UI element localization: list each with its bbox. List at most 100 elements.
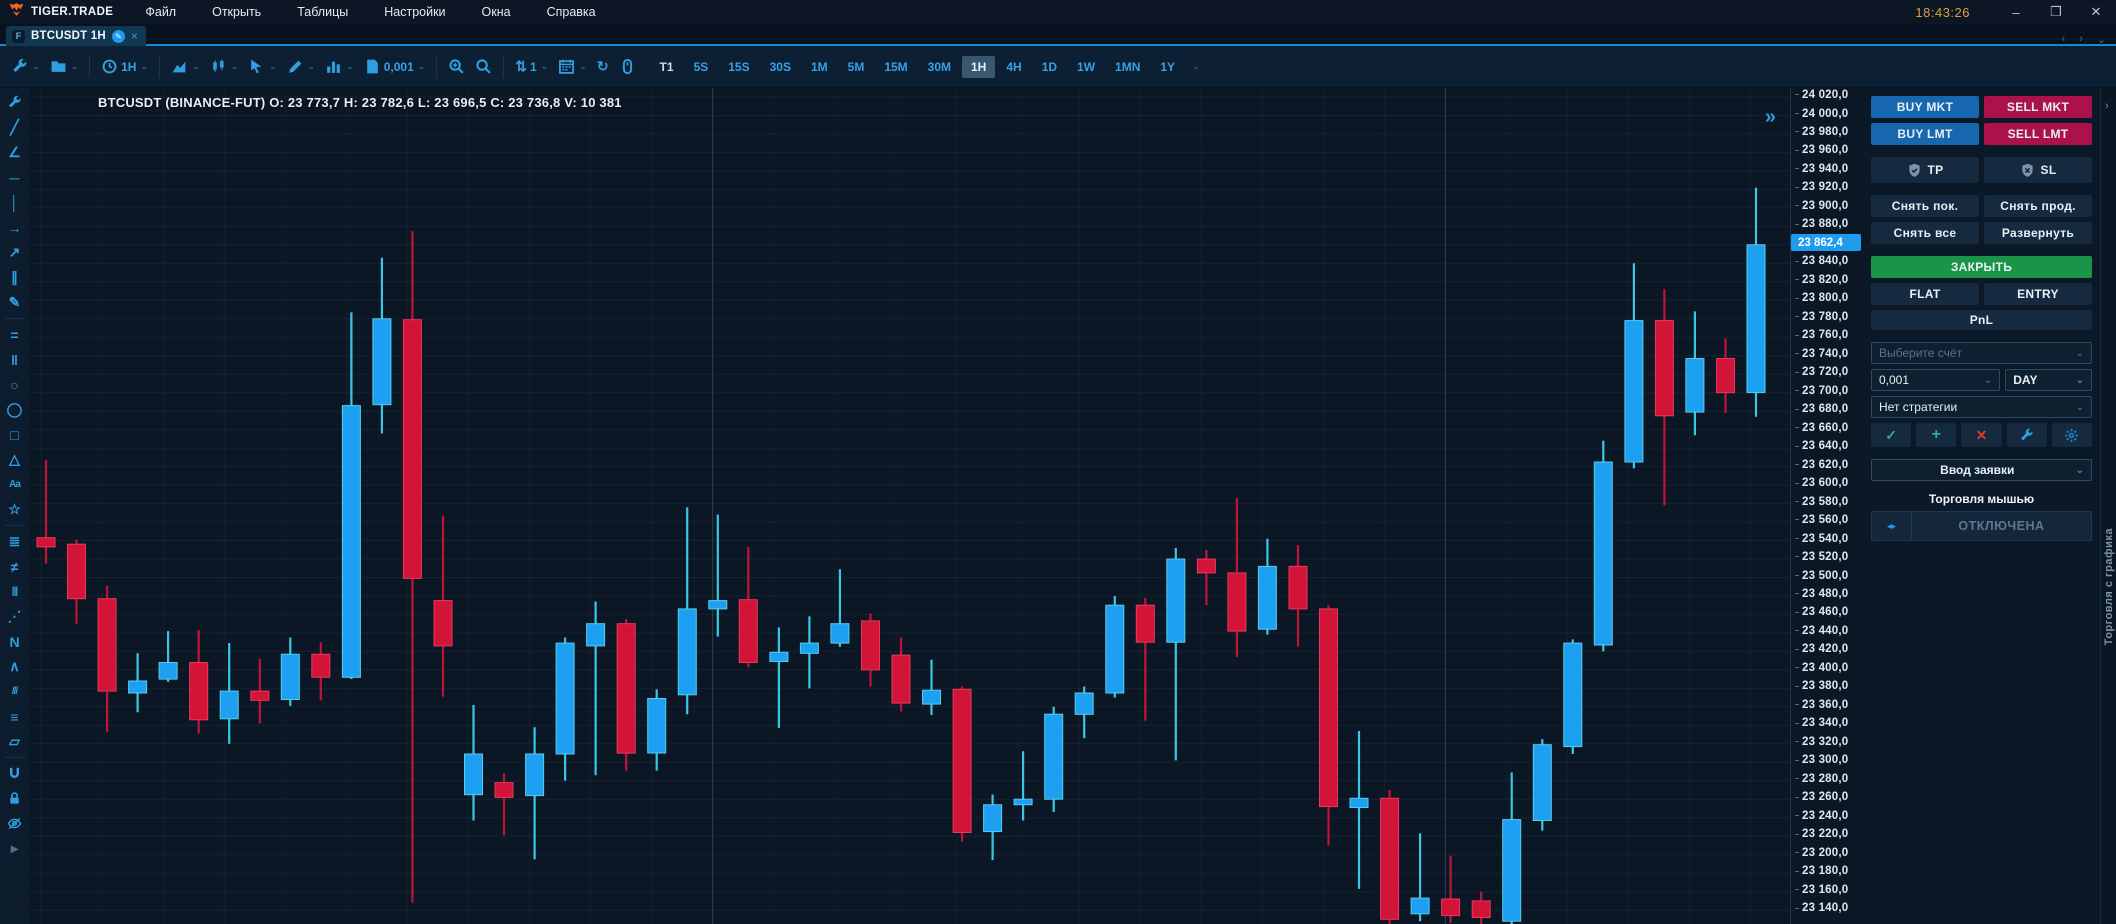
sl-button[interactable]: SL (1984, 157, 2092, 183)
rectangle-tool-icon[interactable]: □ (10, 426, 19, 443)
edit-tab-icon[interactable]: ✎ (111, 29, 125, 43)
interval-clock-button[interactable]: 1H ⌄ (96, 54, 153, 79)
panel-settings-button[interactable] (2051, 423, 2093, 447)
fib-retracement-icon[interactable]: ≣ (8, 533, 21, 549)
circle-tool-icon[interactable]: ○ (10, 376, 19, 393)
chart-style-button[interactable]: ⌄ (205, 54, 244, 79)
flat-button[interactable]: FLAT (1871, 283, 1979, 305)
tab-btcusdt-1h[interactable]: F BTCUSDT 1H ✎ × (6, 26, 146, 46)
wrench-button[interactable]: ⌄ (6, 54, 45, 79)
timeframe-1m[interactable]: 1M (810, 59, 828, 74)
tab-scroll-right-icon[interactable]: › (2079, 33, 2083, 45)
buy-lmt-button[interactable]: BUY LMT (1871, 123, 1979, 145)
delete-strategy-button[interactable]: ✕ (1961, 423, 2002, 447)
chart-area[interactable]: BTCUSDT (BINANCE-FUT) O: 23 773,7 H: 23 … (30, 88, 1790, 924)
timeframe-5m[interactable]: 5M (847, 59, 865, 74)
timeframe-1h[interactable]: 1H (962, 55, 996, 78)
cancel-sell-orders-button[interactable]: Снять прод. (1984, 195, 2092, 217)
cursor-button[interactable]: ⌄ (243, 54, 282, 79)
tick-size-button[interactable]: 0,001 ⌄ (359, 54, 431, 79)
buy-mkt-button[interactable]: BUY MKT (1871, 96, 1979, 118)
candlestick-chart[interactable] (30, 88, 1790, 924)
ruler-icon[interactable]: ▱ (9, 733, 20, 749)
reverse-position-button[interactable]: Развернуть (1984, 222, 2092, 244)
angle-tool-icon[interactable]: ∠ (8, 144, 21, 160)
tab-scroll-left-icon[interactable]: ‹ (2061, 33, 2066, 45)
timeframe-5s[interactable]: 5S (693, 59, 709, 74)
refresh-button[interactable]: ↻ (592, 54, 614, 79)
ellipse-tool-icon[interactable]: ◯ (6, 401, 23, 417)
account-select[interactable]: Выберите счёт ⌄ (1871, 342, 2092, 364)
draw-pencil-button[interactable]: ⌄ (282, 54, 321, 79)
pnl-button[interactable]: PnL (1871, 310, 2092, 330)
area-chart-button[interactable]: ⌄ (166, 54, 205, 79)
star-tool-icon[interactable]: ☆ (8, 501, 21, 517)
collapse-panel-icon[interactable]: » (1764, 106, 1776, 128)
tp-button[interactable]: TP (1871, 157, 1979, 183)
tif-select[interactable]: DAY ⌄ (2005, 369, 2092, 391)
timeframe-30s[interactable]: 30S (769, 59, 791, 74)
timeframe-1d[interactable]: 1D (1041, 59, 1058, 74)
zigzag-icon[interactable]: N (9, 633, 20, 650)
triangle-tool-icon[interactable]: △ (9, 451, 20, 467)
tab-list-icon[interactable]: ⌄ (2096, 34, 2106, 46)
mouse-button[interactable] (614, 54, 641, 79)
wrench-icon[interactable] (2, 90, 28, 115)
text-tool-icon[interactable]: Aa (9, 479, 21, 490)
parallel-lines-icon[interactable]: ∥ (11, 269, 18, 285)
menu-справка[interactable]: Справка (546, 5, 596, 19)
sell-mkt-button[interactable]: SELL MKT (1984, 96, 2092, 118)
lock-icon[interactable] (2, 786, 28, 811)
entry-button[interactable]: ENTRY (1984, 283, 2092, 305)
arrow-up-right-icon[interactable]: ↗ (8, 244, 21, 260)
timeframe-15s[interactable]: 15S (728, 59, 750, 74)
timeframe-15m[interactable]: 15M (884, 59, 908, 74)
hatch-lines-icon[interactable]: /// (11, 686, 18, 697)
collapse-tools-icon[interactable]: ▸ (10, 840, 19, 856)
eye-off-icon[interactable] (2, 811, 28, 836)
sort-scale-button[interactable]: ⇅ 1 ⌄ (515, 58, 549, 74)
cancel-buy-orders-button[interactable]: Снять пок. (1871, 195, 1979, 217)
vertical-channel-icon[interactable]: ‖ (11, 351, 18, 368)
zoom-in-button[interactable] (443, 54, 470, 79)
menu-настройки[interactable]: Настройки (384, 5, 446, 19)
order-entry-select[interactable]: Ввод заявки ⌄ (1871, 459, 2092, 481)
zoom-out-button[interactable] (470, 54, 497, 79)
menu-окна[interactable]: Окна (481, 5, 511, 19)
timeframe-1w[interactable]: 1W (1077, 59, 1096, 74)
restore-button[interactable]: ❐ (2050, 4, 2062, 19)
levels-icon[interactable]: ≡ (10, 708, 19, 725)
close-position-button[interactable]: ЗАКРЫТЬ (1871, 256, 2092, 278)
mouse-trading-toggle[interactable]: ◂▸ ОТКЛЮЧЕНА (1871, 511, 2092, 541)
arrow-right-icon[interactable]: → (7, 219, 22, 236)
folder-button[interactable]: ⌄ (45, 54, 84, 79)
caret-pattern-icon[interactable]: ∧ (9, 658, 20, 674)
timeframe-30m[interactable]: 30M (927, 59, 951, 74)
menu-таблицы[interactable]: Таблицы (297, 5, 349, 19)
menu-файл[interactable]: Файл (145, 5, 177, 19)
gann-fan-icon[interactable]: ⋰ (7, 608, 22, 624)
vertical-line-icon[interactable]: │ (10, 194, 19, 211)
cancel-all-orders-button[interactable]: Снять все (1871, 222, 1979, 244)
menu-открыть[interactable]: Открыть (212, 5, 262, 19)
brush-icon[interactable]: ✎ (8, 294, 21, 310)
timeframe-collapse-icon[interactable]: ⌄ (1192, 61, 1200, 71)
sell-lmt-button[interactable]: SELL LMT (1984, 123, 2092, 145)
strategy-select[interactable]: Нет стратегии ⌄ (1871, 396, 2092, 418)
horizontal-channel-icon[interactable]: = (10, 326, 19, 343)
add-strategy-button[interactable]: + (1916, 423, 1957, 447)
fib-extension-icon[interactable]: ≠ (10, 558, 19, 575)
close-tab-icon[interactable]: × (130, 29, 138, 43)
timeframe-1y[interactable]: 1Y (1160, 59, 1176, 74)
timeframe-t1[interactable]: T1 (659, 59, 674, 74)
horizontal-line-icon[interactable]: ─ (9, 169, 20, 186)
price-axis[interactable]: 24 020,0 24 000,0 23 980,0 23 960,0 23 940,0… (1790, 88, 1862, 924)
strategy-settings-button[interactable] (2006, 423, 2047, 447)
volume-columns-button[interactable]: ⌄ (320, 54, 359, 79)
timeframe-4h[interactable]: 4H (1006, 59, 1022, 74)
timeframe-1mn[interactable]: 1MN (1115, 59, 1141, 74)
vertical-bars-icon[interactable]: ||| (11, 586, 18, 597)
quantity-select[interactable]: 0,001 ⌄ (1871, 369, 2001, 391)
expand-strip-icon[interactable]: › (2105, 100, 2109, 112)
magnet-icon[interactable] (2, 761, 28, 786)
